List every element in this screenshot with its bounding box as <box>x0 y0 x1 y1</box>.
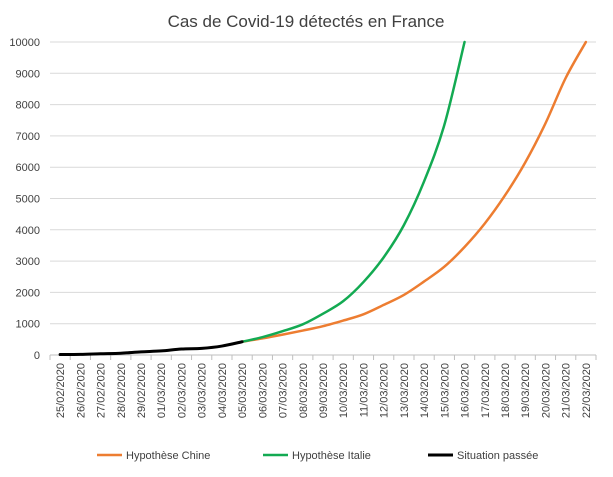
x-tick-label: 10/03/2020 <box>338 363 350 418</box>
y-tick-label: 6000 <box>16 162 40 174</box>
y-tick-label: 7000 <box>16 131 40 143</box>
x-tick-label: 29/02/2020 <box>136 363 148 418</box>
legend-label-situation-passee: Situation passée <box>457 450 538 462</box>
y-tick-label: 0 <box>34 350 40 362</box>
x-tick-label: 26/02/2020 <box>75 363 87 418</box>
y-tick-label: 9000 <box>16 68 40 80</box>
x-tick-label: 03/03/2020 <box>197 363 209 418</box>
y-tick-label: 2000 <box>16 287 40 299</box>
x-tick-label: 07/03/2020 <box>278 363 290 418</box>
y-tick-label: 4000 <box>16 225 40 237</box>
x-tick-label: 17/03/2020 <box>480 363 492 418</box>
x-tick-label: 05/03/2020 <box>237 363 249 418</box>
x-tick-label: 04/03/2020 <box>217 363 229 418</box>
x-tick-label: 28/02/2020 <box>116 363 128 418</box>
x-tick-label: 20/03/2020 <box>540 363 552 418</box>
x-tick-label: 19/03/2020 <box>520 363 532 418</box>
legend: Hypothèse Chine Hypothèse Italie Situation… <box>97 450 538 462</box>
x-tick-label: 01/03/2020 <box>156 363 168 418</box>
x-tick-label: 21/03/2020 <box>561 363 573 418</box>
x-tick-label: 25/02/2020 <box>55 363 67 418</box>
x-tick-label: 09/03/2020 <box>318 363 330 418</box>
y-tick-label: 3000 <box>16 256 40 268</box>
y-tick-label: 1000 <box>16 319 40 331</box>
x-tick-label: 06/03/2020 <box>257 363 269 418</box>
x-tick-label: 12/03/2020 <box>379 363 391 418</box>
chart-title: Cas de Covid-19 détectés en France <box>168 12 445 31</box>
x-tick-label: 13/03/2020 <box>399 363 411 418</box>
x-tick-label: 27/02/2020 <box>96 363 108 418</box>
gridlines <box>50 41 596 325</box>
series-line-situation-passee <box>58 340 244 357</box>
legend-label-hypothese-chine: Hypothèse Chine <box>126 450 210 462</box>
y-tick-label: 5000 <box>16 194 40 206</box>
x-tick-label: 02/03/2020 <box>176 363 188 418</box>
y-tick-label: 8000 <box>16 100 40 112</box>
x-tick-label: 15/03/2020 <box>439 363 451 418</box>
series-line-hypothese-italie <box>240 40 466 344</box>
x-tick-label: 08/03/2020 <box>298 363 310 418</box>
series-line-hypothese-chine <box>240 40 588 344</box>
x-tick-label: 11/03/2020 <box>358 363 370 417</box>
legend-label-hypothese-italie: Hypothèse Italie <box>292 450 371 462</box>
axes: 0 1000 2000 3000 4000 5000 6000 7000 8000 9000 100… <box>9 37 597 418</box>
series-lines <box>58 40 588 357</box>
x-tick-label: 18/03/2020 <box>500 363 512 418</box>
x-tick-label: 16/03/2020 <box>460 363 472 418</box>
y-tick-label: 10000 <box>9 37 40 49</box>
x-tick-label: 14/03/2020 <box>419 363 431 418</box>
x-tick-label: 22/03/2020 <box>581 363 593 418</box>
